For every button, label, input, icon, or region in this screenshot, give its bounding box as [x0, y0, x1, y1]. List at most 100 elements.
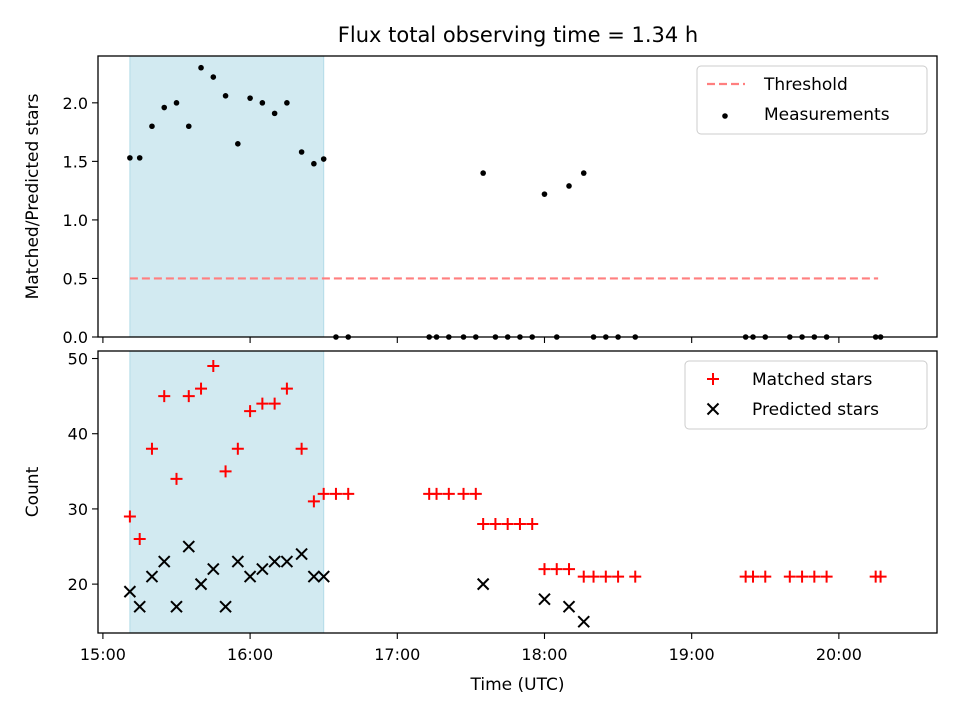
measurement-point: [136, 155, 143, 161]
y-tick-label: 30: [68, 500, 88, 519]
matched-star-point: [629, 570, 642, 583]
matched-star-point: [244, 405, 257, 418]
predicted-star-point: [123, 585, 137, 598]
measurement-point: [210, 74, 217, 80]
measurement-point: [566, 183, 572, 189]
x-tick-label: 17:00: [374, 645, 420, 664]
predicted-star-point: [207, 562, 220, 576]
matched-star-point: [329, 487, 342, 500]
matched-star-point: [231, 442, 244, 455]
matched-star-point: [219, 465, 232, 478]
matched-star-point: [469, 487, 482, 500]
y-tick-label: 2.0: [63, 94, 88, 113]
predicted-star-point: [158, 555, 171, 568]
matched-star-point: [457, 487, 470, 500]
measurement-point: [198, 64, 204, 71]
measurement-point: [320, 156, 327, 162]
matched-star-point: [295, 442, 308, 455]
predicted-star-point: [182, 540, 195, 553]
matched-star-point: [182, 390, 195, 403]
x-tick-label: 18:00: [521, 645, 567, 664]
legend-label: Measurements: [764, 105, 890, 125]
matched-star-point: [874, 570, 887, 583]
measurement-point: [185, 123, 192, 130]
measurement-point: [284, 100, 290, 106]
plot-area: [123, 360, 887, 628]
x-tick-label: 20:00: [816, 645, 862, 664]
predicted-star-point: [577, 615, 590, 628]
ratio-panel: 0.0 0.5 1.0 1.5 2.0 Matched/Predicted stars Th…: [23, 55, 938, 347]
predicted-star-point: [194, 577, 208, 591]
measurement-point: [480, 170, 486, 176]
matched-star-point: [489, 517, 502, 530]
predicted-star-point: [133, 600, 146, 613]
legend-matched-swatch: [707, 373, 719, 385]
legend-label: Matched stars: [752, 370, 872, 390]
legend-label: Threshold: [763, 75, 848, 95]
y-tick-label: 1.0: [63, 211, 88, 230]
predicted-star-point: [538, 592, 551, 606]
y-tick-label: 0.0: [63, 328, 88, 347]
predicted-star-point: [256, 562, 269, 576]
legend: Threshold Measurements: [696, 65, 928, 135]
predicted-star-point: [476, 577, 490, 591]
measurement-point: [541, 191, 548, 197]
matched-star-point: [123, 510, 136, 523]
predicted-star-point: [243, 570, 257, 583]
matched-star-point: [747, 570, 760, 583]
measurement-point: [580, 170, 587, 176]
matched-star-point: [820, 570, 833, 583]
predicted-star-point: [280, 555, 294, 568]
predicted-star-point: [562, 600, 576, 613]
matched-star-point: [808, 570, 821, 583]
matched-star-point: [759, 570, 772, 583]
matched-star-point: [170, 472, 183, 485]
matched-star-point: [342, 487, 355, 500]
matched-star-point: [280, 382, 293, 395]
observing-span: [129, 350, 325, 634]
y-axis-label: Count: [23, 466, 43, 517]
matched-star-point: [538, 563, 551, 576]
matched-star-point: [783, 570, 796, 583]
matched-star-point: [317, 487, 330, 500]
x-axis-label: Time (UTC): [470, 675, 565, 695]
matched-star-point: [158, 390, 171, 403]
observing-span: [129, 55, 325, 338]
measurement-point: [235, 141, 241, 147]
predicted-star-point: [219, 600, 232, 613]
axes-frame: [97, 55, 938, 338]
matched-star-point: [612, 570, 625, 583]
matched-star-point: [442, 487, 455, 500]
matched-star-point: [195, 382, 208, 395]
legend-box: [696, 65, 928, 135]
y-axis-label: Matched/Predicted stars: [23, 93, 43, 299]
matched-star-point: [133, 533, 146, 545]
chart-title: Flux total observing time = 1.34 h: [338, 23, 698, 47]
matched-star-point: [501, 517, 514, 530]
y-tick-label: 40: [68, 425, 88, 444]
matched-star-point: [550, 563, 563, 576]
matched-star-point: [526, 517, 539, 530]
measurement-point: [311, 160, 317, 167]
matched-star-point: [207, 360, 220, 373]
matched-star-point: [587, 570, 600, 583]
matched-star-point: [307, 495, 320, 508]
legend-predicted-swatch: [706, 402, 720, 416]
matched-star-point: [268, 397, 281, 410]
axes-frame: [97, 350, 938, 634]
measurement-point: [149, 123, 155, 130]
matched-star-point: [563, 563, 576, 576]
predicted-star-point: [268, 555, 281, 568]
matched-star-point: [513, 517, 526, 530]
count-panel: 20 30 40 50 15:00 16:00 17:00 18:00 19:00 20:00 Co…: [23, 350, 938, 695]
legend-measurement-swatch: [722, 113, 728, 119]
matched-star-point: [796, 570, 809, 583]
measurement-point: [222, 93, 229, 99]
predicted-star-point: [231, 555, 245, 568]
legend: Matched stars Predicted stars: [684, 360, 928, 430]
matched-star-point: [145, 442, 158, 455]
matched-star-point: [430, 487, 443, 500]
predicted-star-point: [317, 570, 330, 583]
predicted-star-point: [170, 600, 183, 613]
